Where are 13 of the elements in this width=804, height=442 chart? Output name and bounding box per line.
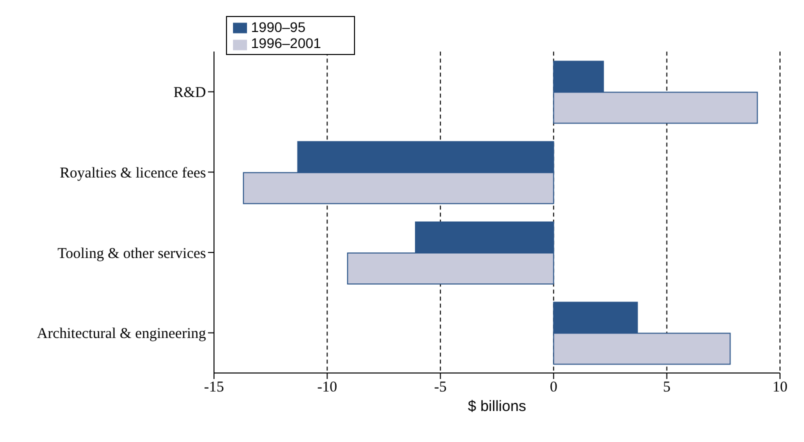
x-tick-label: 10 xyxy=(772,380,788,396)
y-tick-label: Architectural & engineering xyxy=(36,326,206,342)
y-tick-label: R&D xyxy=(173,85,206,102)
x-tick-label: 0 xyxy=(550,380,558,396)
y-tick-label: Royalties & licence fees xyxy=(60,165,206,182)
legend-label: 1996–2001 xyxy=(251,35,322,52)
x-tick-label: -5 xyxy=(434,380,447,396)
x-tick-label: -10 xyxy=(317,380,338,396)
legend-label: 1990–95 xyxy=(251,19,306,35)
x-axis-title: $ billions xyxy=(468,398,526,415)
x-tick-label: 5 xyxy=(663,380,671,396)
x-tick-label: -15 xyxy=(204,380,224,396)
y-tick-label: Tooling & other services xyxy=(58,246,206,262)
